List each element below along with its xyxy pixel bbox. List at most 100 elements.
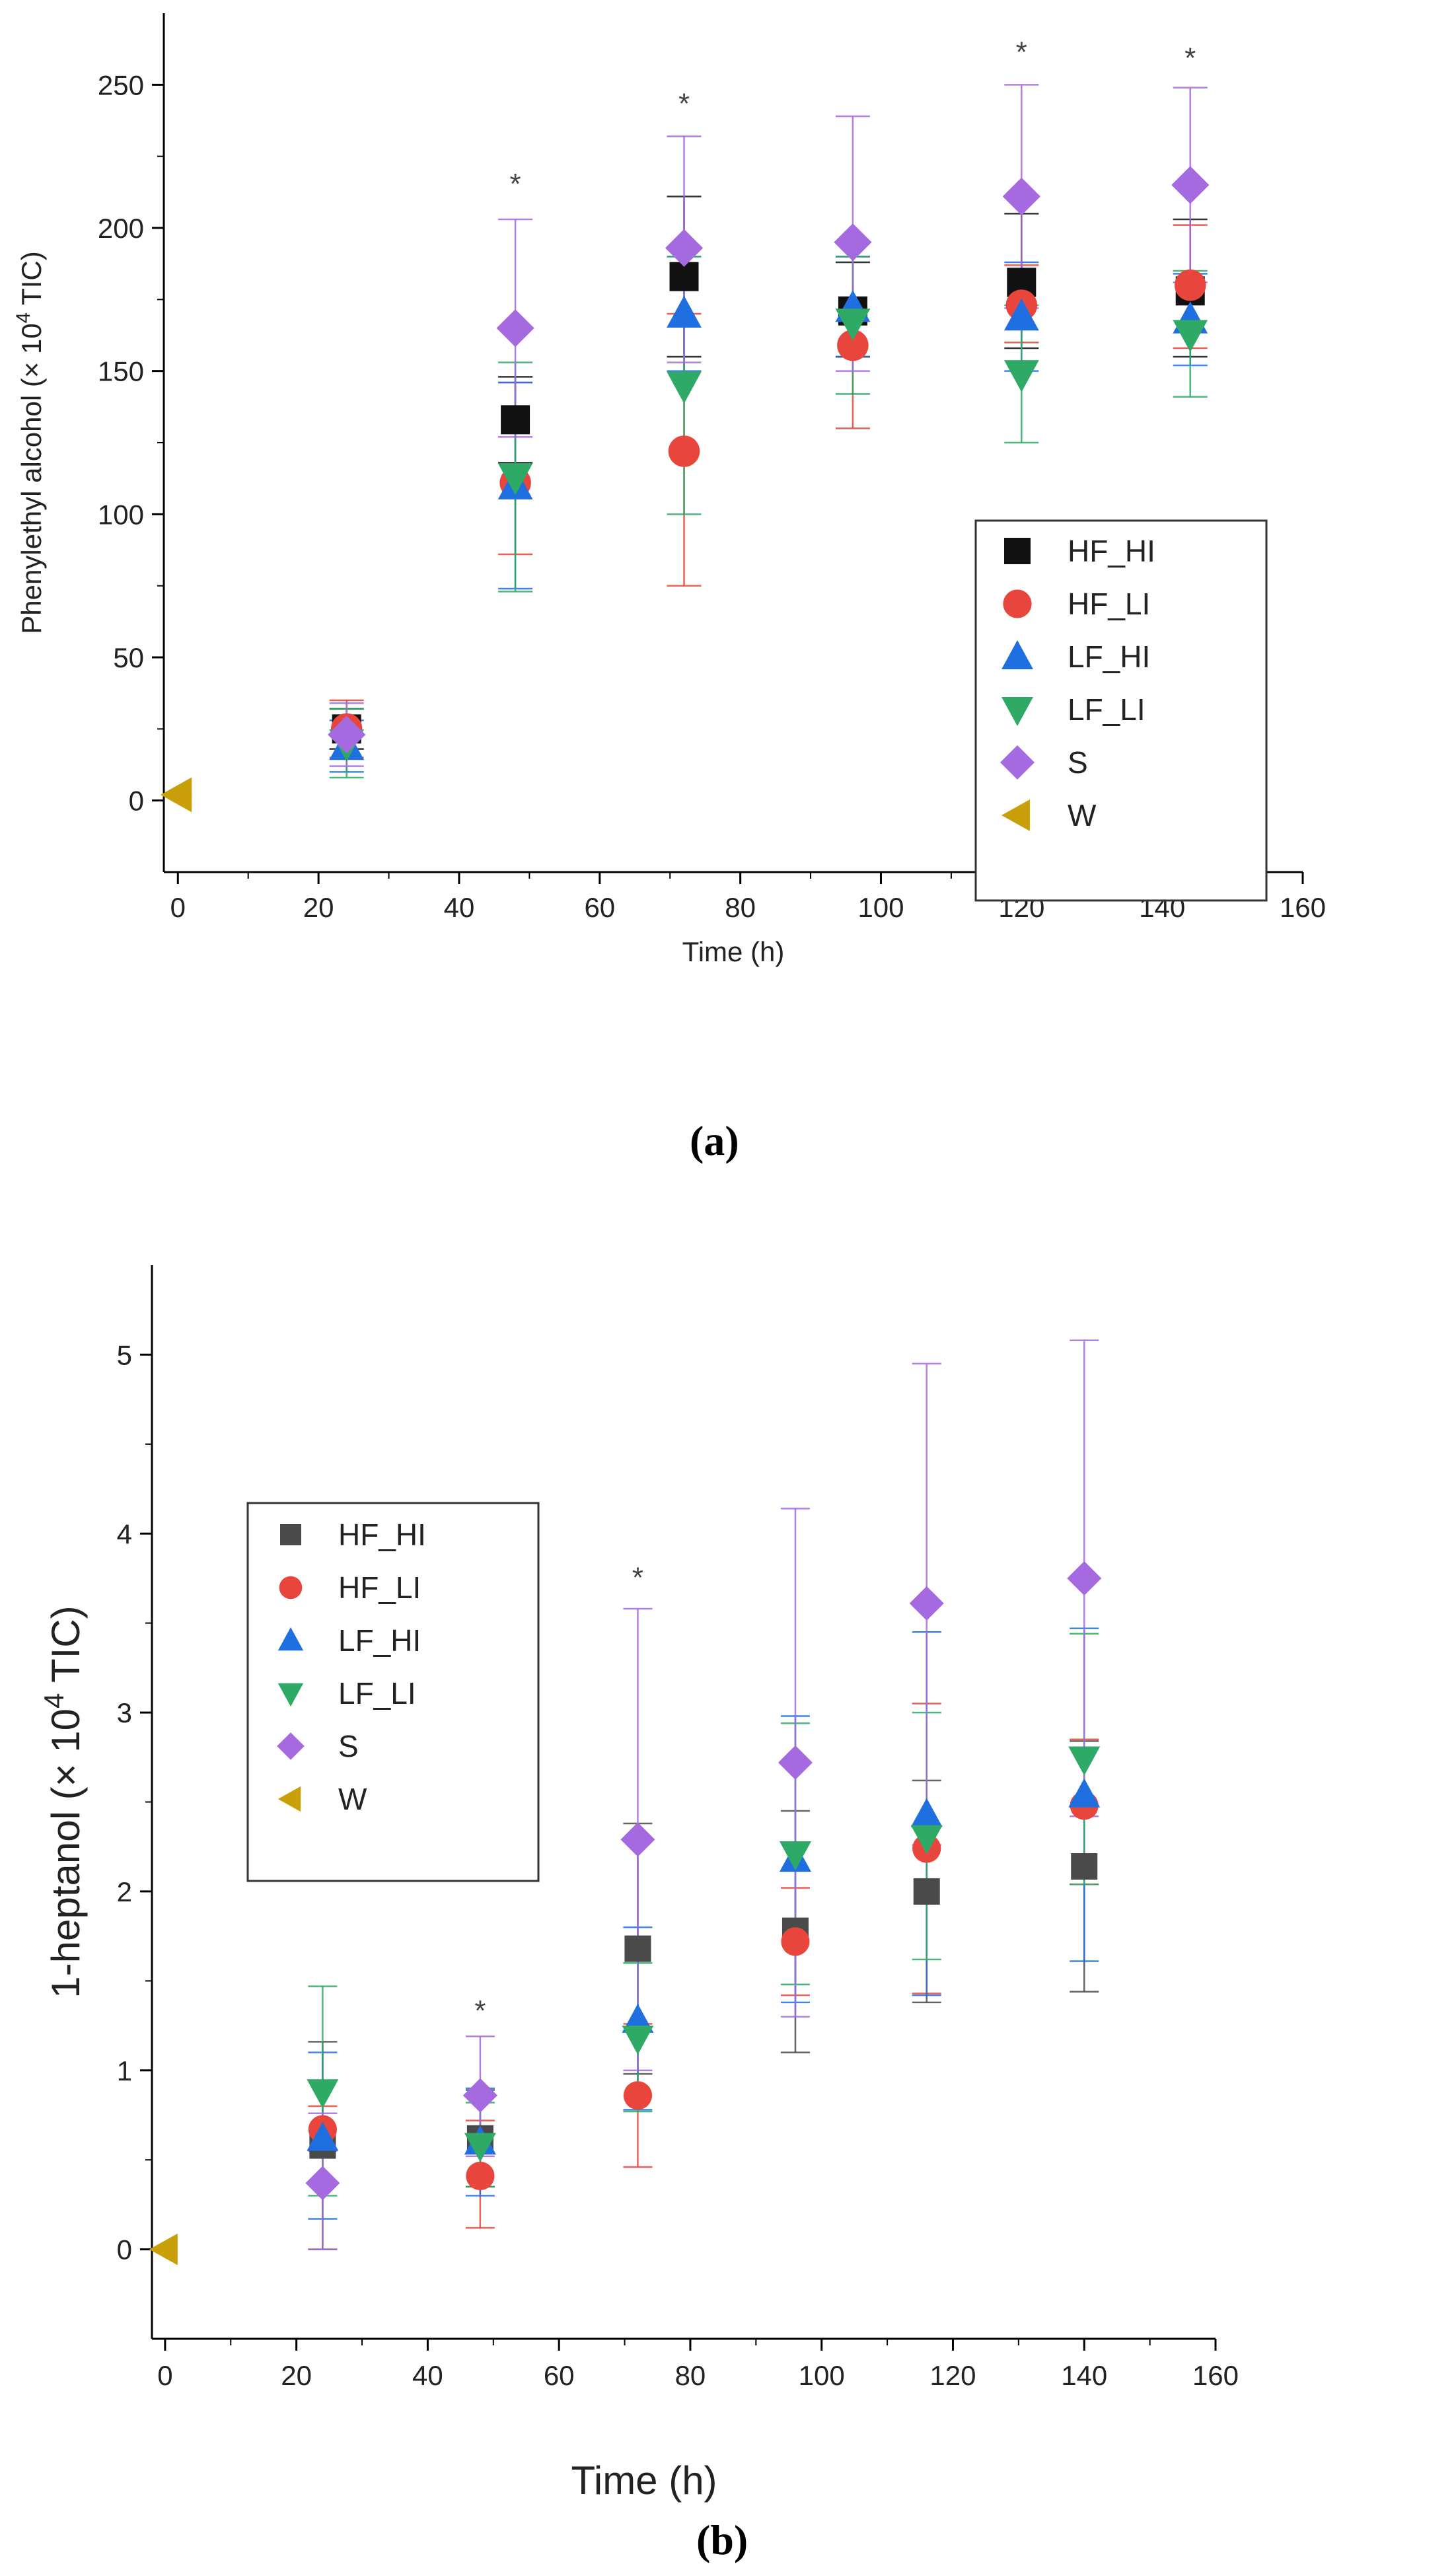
data-point-HF_LI [466,2161,495,2191]
y-tick-label: 1 [117,2055,132,2086]
x-tick-label: 20 [303,892,334,923]
x-tick-label: 160 [1280,892,1326,923]
data-point-LF_LI [1173,320,1208,352]
data-point-LF_LI [779,1841,811,1871]
chart-panel-a: 0 20 40 60 80 100 120 140 160050100150200250Time… [13,13,1326,967]
y-tick-label: 3 [117,1697,132,1728]
data-point-HF_LI [668,435,700,467]
x-tick-label: 40 [444,892,475,923]
x-tick-label: 0 [170,892,186,923]
legend-marker-S [277,1732,305,1760]
data-point-S [834,223,872,262]
x-tick-label: 60 [544,2360,575,2391]
data-point-LF_HI [910,1798,943,1827]
x-tick-label: 120 [929,2360,976,2391]
y-axis-title-exponent: 4 [38,1693,69,1709]
legend-marker-LF_LI [1001,697,1033,726]
y-tick-label: 0 [129,786,144,817]
y-axis-title-exponent: 4 [13,312,34,323]
x-tick-label: 80 [725,892,756,923]
data-point-LF_LI [307,2079,339,2109]
data-point-LF_LI [835,309,871,341]
x-tick-label: 100 [857,892,904,923]
x-tick-label: 100 [799,2360,845,2391]
y-tick-label: 100 [98,499,144,530]
data-point-W [160,777,192,813]
legend-marker-HF_LI [279,1576,303,1599]
x-axis-title: Time (h) [682,936,785,967]
legend-label: S [1068,745,1088,780]
data-point-LF_LI [1003,360,1039,392]
data-point-HF_LI [623,2081,653,2110]
legend-label: HF_LI [338,1570,421,1605]
data-point-LF_LI [622,2026,654,2055]
x-axis-title: Time (h) [571,2458,717,2503]
data-point-S [496,309,534,348]
data-point-LF_HI [1068,1778,1101,1808]
significance-star: * [474,1995,486,2027]
y-tick-label: 4 [117,1518,132,1549]
legend-marker-S [1000,745,1035,780]
y-axis-title: Phenylethyl alcohol (× 104 TIC) [13,251,47,634]
data-point-LF_HI [1003,298,1039,331]
y-tick-label: 250 [98,69,144,100]
data-point-S [462,2078,497,2113]
data-point-HF_HI [1071,1853,1098,1880]
y-tick-label: 150 [98,356,144,387]
data-point-HF_HI [669,262,699,291]
data-point-HF_LI [781,1927,810,1956]
legend-marker-W [277,1786,301,1812]
y-tick-label: 0 [117,2234,132,2265]
data-point-LF_HI [667,295,702,328]
y-axis-title: 1-heptanol (× 104 TIC) [38,1605,88,1998]
legend-label: S [338,1729,359,1763]
data-point-LF_LI [464,2133,496,2162]
x-tick-label: 0 [157,2360,172,2391]
data-point-HF_LI [837,329,869,361]
data-point-S [778,1745,813,1780]
x-tick-label: 80 [675,2360,706,2391]
y-tick-label: 200 [98,213,144,244]
data-point-S [620,1822,655,1857]
data-point-S [665,229,704,267]
data-point-HF_HI [501,405,530,435]
legend-marker-LF_HI [1001,640,1033,669]
data-point-S [1067,1561,1102,1596]
legend-label: W [1068,798,1097,832]
significance-star: * [632,1562,643,1594]
legend-marker-LF_HI [277,1627,304,1651]
legend-marker-W [1001,799,1030,831]
legend-label: HF_HI [1068,534,1155,568]
data-point-LF_HI [622,2003,654,2033]
data-point-S [909,1586,944,1621]
data-point-LF_LI [667,371,702,404]
significance-star: * [1184,42,1196,74]
panel-label-a: (a) [690,1117,739,1164]
legend-marker-HF_LI [1003,589,1032,618]
data-point-LF_LI [910,1825,943,1855]
y-axis-title-suffix: TIC) [16,251,47,312]
significance-star: * [678,88,690,120]
data-point-HF_HI [913,1878,940,1905]
y-axis-title-prefix: 1-heptanol (× 10 [44,1709,88,1999]
legend-label: HF_HI [338,1518,426,1552]
x-tick-label: 160 [1192,2360,1239,2391]
data-point-S [305,2166,340,2201]
legend-label: LF_HI [338,1623,421,1658]
panel-label-b: (b) [696,2517,748,2563]
legend-label: HF_LI [1068,587,1150,621]
data-point-LF_LI [1068,1746,1101,1776]
x-tick-label: 20 [281,2360,312,2391]
data-point-S [1171,166,1210,204]
y-tick-label: 2 [117,1876,132,1907]
data-point-HF_HI [624,1935,651,1962]
data-point-S [1002,177,1040,215]
legend-marker-LF_LI [277,1683,304,1707]
data-point-W [149,2233,178,2265]
legend-label: W [338,1782,367,1816]
y-axis-title-suffix: TIC) [44,1605,88,1693]
significance-star: * [1016,36,1027,69]
legend-marker-HF_HI [280,1524,301,1545]
legend-label: LF_LI [338,1676,416,1710]
